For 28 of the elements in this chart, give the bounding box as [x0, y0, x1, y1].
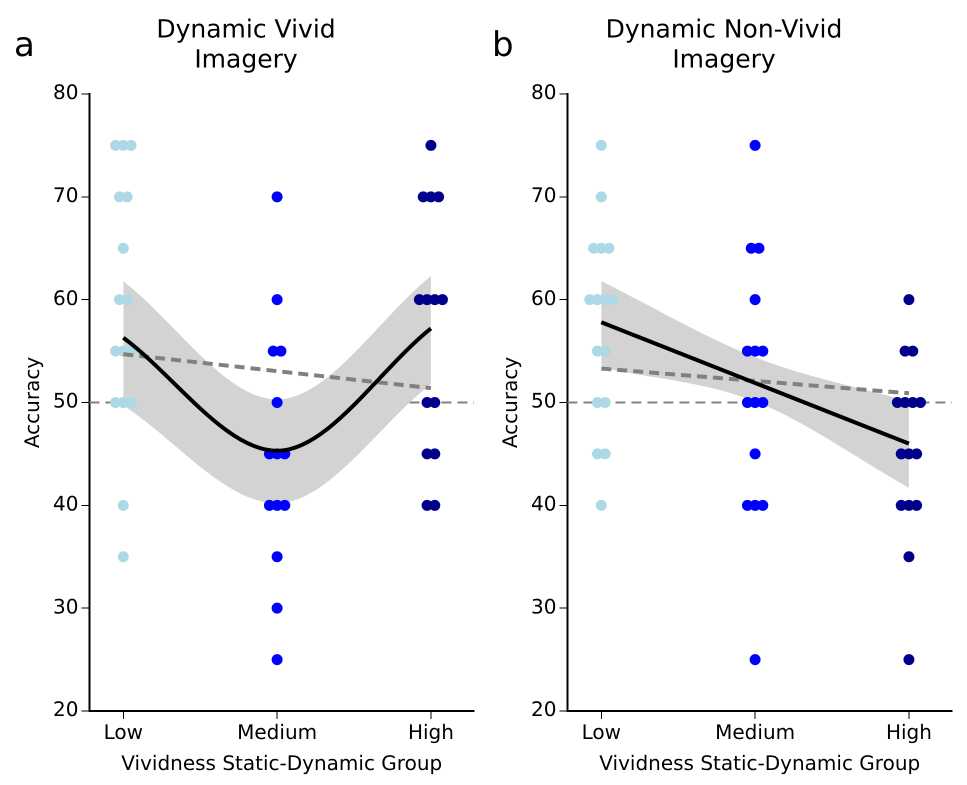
- chart-title: Dynamic Non-Vivid Imagery: [606, 14, 842, 74]
- y-tick-label: 70: [52, 183, 78, 208]
- x-tick-label: Medium: [715, 720, 796, 744]
- text: a: [14, 24, 35, 65]
- y-tick-label: 70: [530, 183, 556, 208]
- x-tick-label: Medium: [237, 720, 318, 744]
- x-tick-label: Low: [582, 720, 621, 744]
- y-tick-label: 20: [530, 697, 556, 722]
- x-tick-label: High: [408, 720, 454, 744]
- y-tick-label: 50: [530, 388, 556, 413]
- y-tick-label: 30: [52, 594, 78, 618]
- x-tick-label: High: [886, 720, 932, 744]
- y-tick-label: 30: [530, 594, 556, 618]
- y-tick-label: 80: [52, 80, 78, 104]
- chart-title: Dynamic Vivid Imagery: [156, 14, 336, 74]
- y-tick-label: 60: [530, 286, 556, 310]
- y-tick-label: 40: [52, 492, 78, 516]
- y-tick-label: 80: [530, 80, 556, 104]
- x-tick-label: Low: [104, 720, 143, 744]
- y-tick-label: 60: [52, 286, 78, 310]
- x-axis-title: Vividness Static-Dynamic Group: [599, 751, 920, 776]
- y-axis-title: Accuracy: [20, 356, 44, 448]
- text: b: [492, 24, 514, 65]
- y-tick-label: 50: [52, 388, 78, 413]
- y-tick-label: 40: [530, 492, 556, 516]
- y-axis-title: Accuracy: [498, 356, 522, 448]
- y-tick-label: 20: [52, 697, 78, 722]
- x-axis-title: Vividness Static-Dynamic Group: [121, 751, 442, 776]
